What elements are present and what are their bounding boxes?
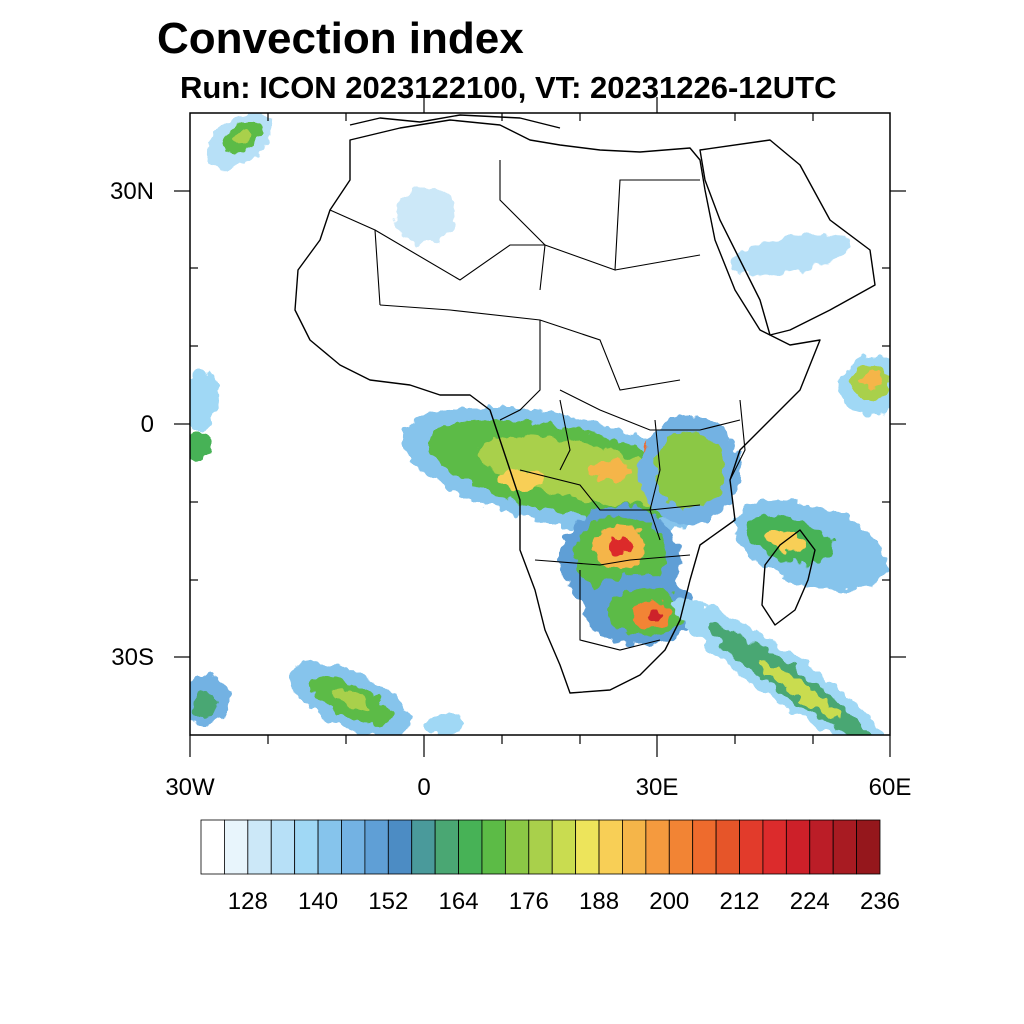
border-9 (519, 469, 701, 511)
colorbar-swatch-26 (809, 819, 834, 875)
field-blob-se-band-in (758, 660, 842, 720)
colorbar-label-8: 224 (789, 888, 830, 915)
colorbar-swatch-7 (364, 819, 389, 875)
colorbar-label-9: 236 (859, 888, 901, 915)
border-3 (499, 160, 546, 246)
borders (329, 160, 746, 651)
colorbar-label-7: 212 (719, 888, 760, 915)
colorbar-swatch-3 (270, 819, 296, 875)
border-14 (729, 399, 746, 481)
border-8 (559, 389, 741, 431)
colorbar-swatch-27 (832, 819, 857, 875)
field-blob-west-2 (190, 431, 212, 459)
colorbar-swatch-21 (692, 819, 717, 875)
lon-label-30e: 30E (635, 774, 679, 801)
field-blob-sw-in (331, 688, 373, 712)
colorbar-swatch-8 (387, 819, 413, 875)
field-blob-lakes-in (655, 432, 725, 508)
colorbar-swatch-24 (762, 819, 787, 875)
field-blob-congo-inner (477, 435, 673, 505)
colorbar-swatch-9 (411, 819, 436, 875)
border-6 (379, 304, 681, 391)
convection-field (190, 113, 890, 735)
border-13 (649, 419, 661, 541)
colorbar-swatch-22 (715, 819, 740, 875)
colorbar-label-5: 188 (579, 888, 620, 915)
colorbar-label-2: 152 (368, 888, 409, 915)
colorbar-label-3: 164 (438, 888, 479, 915)
colorbar-swatch-14 (528, 819, 553, 875)
africa-coastline (294, 119, 821, 694)
border-11 (579, 570, 661, 651)
colorbar-swatch-11 (458, 819, 483, 875)
border-1 (329, 209, 381, 306)
madagascar-coastline (761, 529, 816, 626)
border-7 (499, 320, 541, 421)
colorbar-swatch-20 (668, 819, 694, 875)
field-blob-sahara (395, 187, 455, 243)
colorbar-swatch-15 (551, 819, 577, 875)
europe-coast (349, 114, 561, 129)
colorbar-label-6: 200 (649, 888, 690, 915)
colorbar-swatch-12 (481, 819, 506, 875)
border-4 (544, 179, 700, 271)
plot-title: Convection index (157, 14, 524, 63)
border-5 (614, 254, 701, 271)
colorbar-swatch-4 (294, 819, 319, 875)
field-blob-zambia-core (608, 535, 632, 555)
border-12 (559, 399, 571, 471)
colorbar-swatch-6 (341, 819, 366, 875)
colorbar-swatch-19 (645, 819, 670, 875)
colorbar-swatch-18 (622, 819, 647, 875)
colorbar-swatch-28 (856, 819, 881, 875)
colorbar-swatch-25 (785, 819, 811, 875)
field-blob-sw-corner-in (193, 691, 217, 719)
field-blob-east-core (862, 372, 882, 388)
colorbar-swatch-2 (247, 819, 272, 875)
lon-label-60e: 60E (868, 774, 912, 801)
field-blob-west-1 (190, 370, 218, 430)
field-blob-congo-hot (495, 470, 545, 490)
colorbar-swatch-17 (598, 819, 623, 875)
border-10 (534, 554, 691, 566)
plot-subtitle: Run: ICON 2023122100, VT: 20231226-12UTC (180, 70, 837, 105)
colorbar (200, 819, 881, 875)
colorbar-label-1: 140 (298, 888, 339, 915)
lat-label-0: 0 (140, 411, 154, 438)
colorbar-swatch-10 (434, 819, 459, 875)
field-blob-congo-hot2 (588, 460, 632, 480)
axis-ticks (174, 97, 906, 757)
field-blob-s-small (427, 715, 463, 735)
arabia-coastline (699, 139, 876, 336)
colorbar-swatch-23 (739, 819, 764, 875)
colorbar-swatch-13 (504, 819, 530, 875)
border-2 (374, 229, 546, 291)
colorbar-swatch-5 (317, 819, 342, 875)
field-blob-sa-core (647, 609, 663, 621)
lat-label-30n: 30N (109, 178, 154, 205)
field-blob-arabia (730, 234, 850, 276)
field-blob-nw-core (235, 128, 253, 144)
colorbar-label-0: 128 (227, 888, 268, 915)
colorbar-swatch-1 (224, 819, 249, 875)
lon-label-0: 0 (417, 774, 431, 801)
colorbar-label-4: 176 (508, 888, 549, 915)
colorbar-swatch-0 (200, 819, 225, 875)
coastlines (294, 114, 876, 694)
colorbar-swatch-16 (575, 819, 600, 875)
lat-label-30s: 30S (111, 644, 154, 671)
lon-label-30w: 30W (165, 774, 215, 801)
